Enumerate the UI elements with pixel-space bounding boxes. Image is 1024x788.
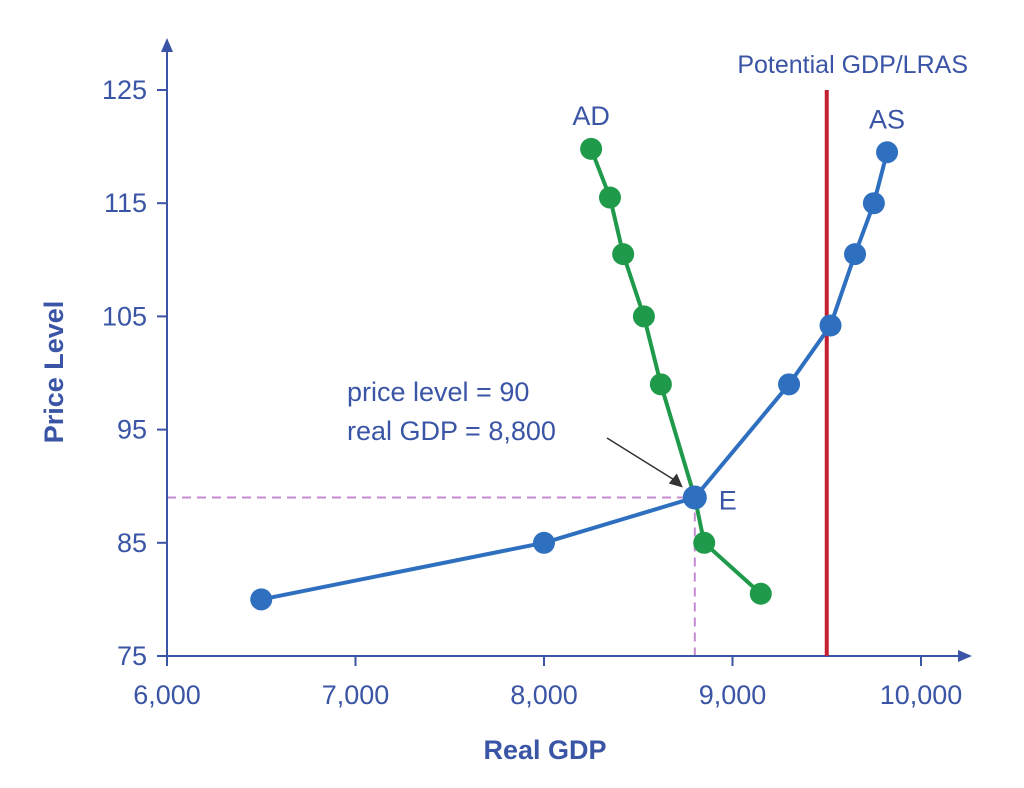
y-tick-label: 95 <box>117 415 147 445</box>
annotation-arrow-head <box>668 473 683 488</box>
ticks: 75 85 95 105 115 125 6,000 7,000 8,000 9,000 10,00… <box>102 75 962 710</box>
equilibrium-point <box>682 485 707 510</box>
x-tick-label: 7,000 <box>322 680 390 710</box>
y-tick-label: 75 <box>117 641 147 671</box>
y-axis-arrow <box>161 38 173 52</box>
as-point <box>533 531 555 554</box>
y-tick-label: 105 <box>102 301 147 331</box>
equilibrium-label: E <box>719 486 737 516</box>
x-axis-title: Real GDP <box>483 735 606 765</box>
as-label: AS <box>869 104 905 134</box>
annotation-arrow-line <box>606 437 678 483</box>
ad-point <box>598 186 621 209</box>
series-group <box>250 137 899 611</box>
as-point <box>862 192 885 215</box>
y-tick-label: 115 <box>104 188 147 218</box>
ad-point <box>580 137 603 160</box>
annotation-line-1: price level = 90 <box>347 377 529 407</box>
x-tick-label: 6,000 <box>133 680 201 710</box>
ad-label: AD <box>572 101 610 131</box>
y-tick-label: 125 <box>102 75 147 105</box>
annotation-line-2: real GDP = 8,800 <box>347 416 556 446</box>
axes <box>161 38 972 662</box>
equilibrium-guides <box>167 496 696 656</box>
labels-group: AD AS E <box>572 101 905 516</box>
x-tick-label: 9,000 <box>699 680 767 710</box>
as-point <box>250 588 273 611</box>
y-tick-label: 85 <box>117 528 147 558</box>
y-axis-title: Price Level <box>39 301 69 444</box>
ad-point <box>632 305 655 328</box>
as-point <box>844 243 867 266</box>
as-point <box>876 141 899 164</box>
as-point <box>778 373 801 396</box>
ad-point <box>693 531 716 554</box>
x-axis-arrow <box>958 650 972 662</box>
ad-point <box>749 582 772 605</box>
lras-label: Potential GDP/LRAS <box>737 51 968 79</box>
ad-curve <box>589 148 763 596</box>
ad-point <box>612 243 635 266</box>
ad-point <box>649 373 672 396</box>
as-point <box>819 314 842 337</box>
x-tick-label: 8,000 <box>510 680 578 710</box>
x-tick-label: 10,000 <box>880 680 963 710</box>
